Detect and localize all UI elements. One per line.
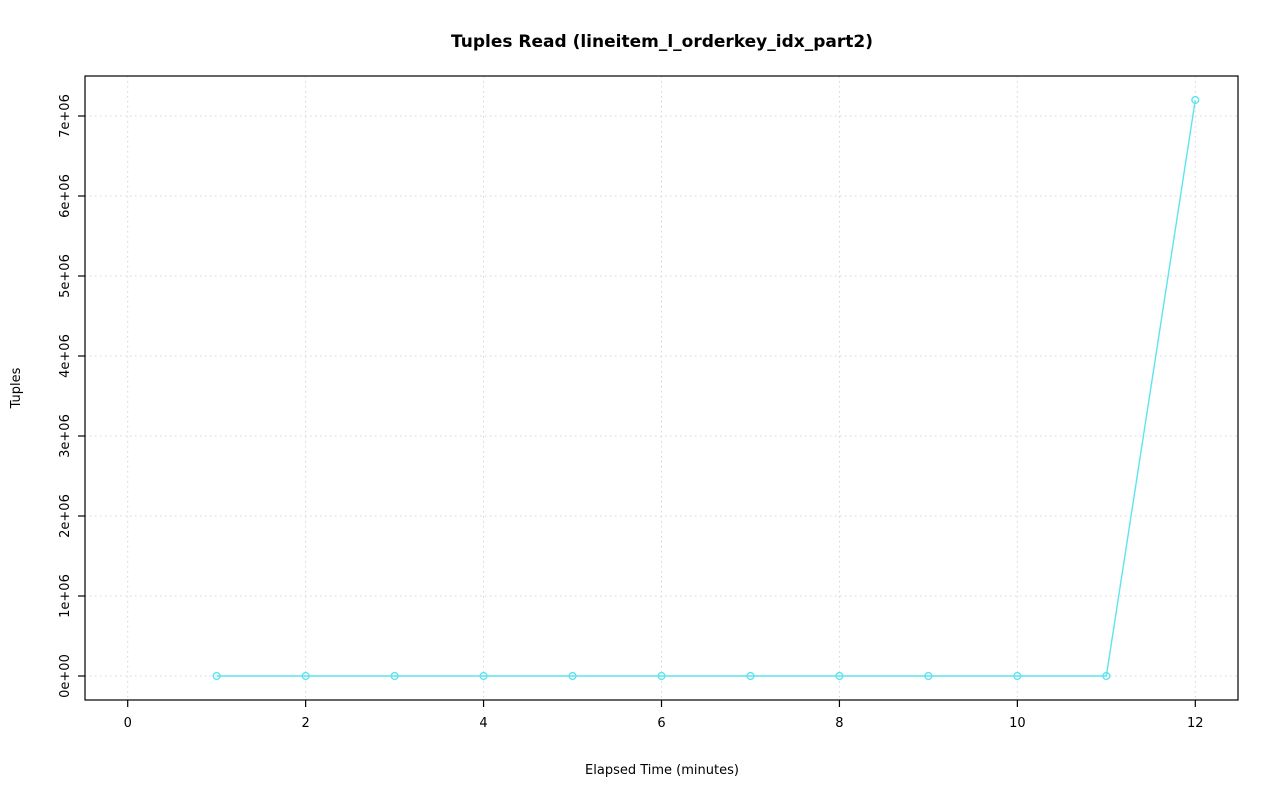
data-point-marker bbox=[746, 671, 755, 681]
data-point-marker bbox=[301, 671, 310, 681]
data-point-marker bbox=[479, 671, 488, 681]
chart-title: Tuples Read (lineitem_l_orderkey_idx_par… bbox=[451, 32, 873, 52]
y-tick-label: 6e+06 bbox=[58, 174, 73, 218]
y-tick-label: 4e+06 bbox=[58, 334, 73, 378]
y-tick-label: 5e+06 bbox=[58, 254, 73, 298]
x-tick-label: 0 bbox=[124, 716, 132, 731]
data-point-marker bbox=[1102, 671, 1111, 681]
x-tick-label: 4 bbox=[479, 716, 487, 731]
grid-lines bbox=[85, 76, 1238, 700]
x-tick-label: 8 bbox=[835, 716, 843, 731]
x-tick-label: 10 bbox=[1009, 716, 1026, 731]
data-point-marker bbox=[835, 671, 844, 681]
y-axis-label: Tuples bbox=[9, 367, 24, 409]
data-point-marker bbox=[390, 671, 399, 681]
data-point-marker bbox=[924, 671, 933, 681]
y-tick-label: 7e+06 bbox=[58, 94, 73, 138]
data-point-marker bbox=[1013, 671, 1022, 681]
data-point-marker bbox=[1191, 95, 1200, 105]
y-tick-label: 0e+00 bbox=[58, 654, 73, 698]
y-tick-label: 3e+06 bbox=[58, 414, 73, 458]
x-tick-label: 2 bbox=[301, 716, 309, 731]
x-axis-label: Elapsed Time (minutes) bbox=[585, 763, 739, 778]
data-point-marker bbox=[568, 671, 577, 681]
x-tick-label: 6 bbox=[657, 716, 665, 731]
data-point-marker bbox=[657, 671, 666, 681]
data-series bbox=[212, 95, 1200, 681]
x-tick-label: 12 bbox=[1187, 716, 1204, 731]
y-tick-label: 1e+06 bbox=[58, 574, 73, 618]
y-tick-label: 2e+06 bbox=[58, 494, 73, 538]
axes: 0 2 4 6 8 10 12 0e+00 1e+06 2e+06 3e+06 4e+06 5e+06 6… bbox=[58, 94, 1204, 731]
data-point-marker bbox=[212, 671, 221, 681]
series-line bbox=[216, 99, 1196, 677]
